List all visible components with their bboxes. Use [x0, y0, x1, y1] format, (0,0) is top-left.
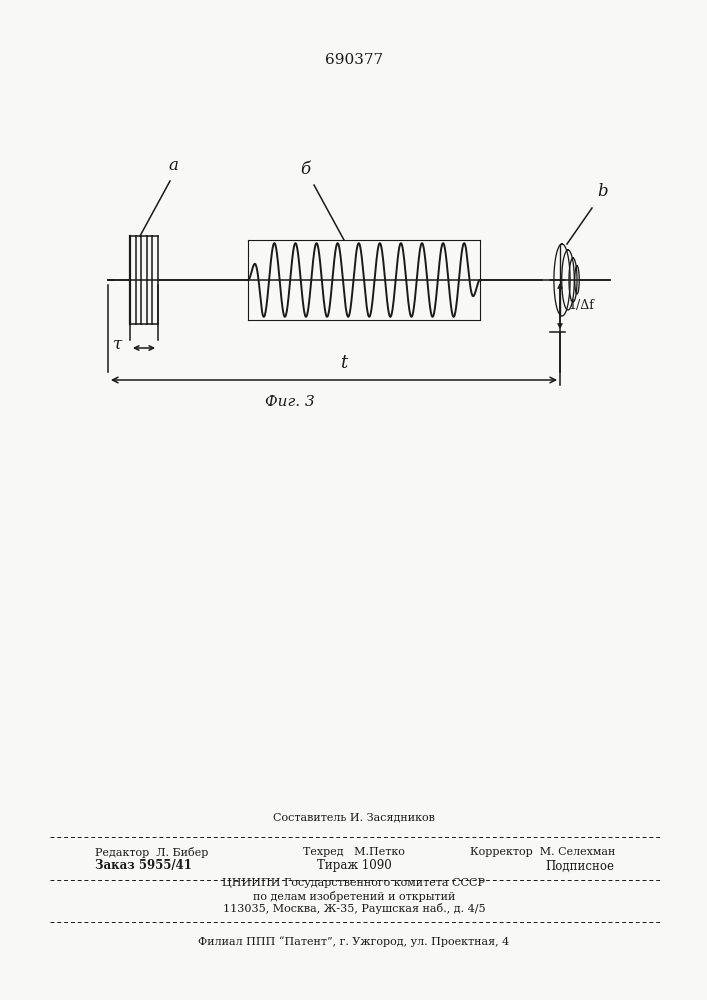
Text: ЦНИИПИ Государственного комитета СССР: ЦНИИПИ Государственного комитета СССР	[223, 878, 486, 888]
Text: 113035, Москва, Ж-35, Раушская наб., д. 4/5: 113035, Москва, Ж-35, Раушская наб., д. …	[223, 904, 485, 914]
Text: τ: τ	[112, 336, 122, 353]
Text: b: b	[597, 183, 607, 200]
Text: 690377: 690377	[325, 53, 383, 67]
Text: Составитель И. Засядников: Составитель И. Засядников	[273, 812, 435, 822]
Text: Корректор  М. Селехман: Корректор М. Селехман	[469, 847, 615, 857]
Text: Филиал ППП “Патент”, г. Ужгород, ул. Проектная, 4: Филиал ППП “Патент”, г. Ужгород, ул. Про…	[199, 937, 510, 947]
Text: t: t	[340, 354, 348, 372]
Text: Тираж 1090: Тираж 1090	[317, 859, 392, 872]
Text: Фиг. 3: Фиг. 3	[265, 395, 315, 409]
Text: Редактор  Л. Бибер: Редактор Л. Бибер	[95, 846, 209, 857]
Text: a: a	[168, 157, 178, 174]
Text: б: б	[300, 161, 310, 178]
Text: Заказ 5955/41: Заказ 5955/41	[95, 859, 192, 872]
Text: 1/Δf: 1/Δf	[568, 300, 594, 312]
Text: Техред   М.Петко: Техред М.Петко	[303, 847, 405, 857]
Text: по делам изобретений и открытий: по делам изобретений и открытий	[253, 890, 455, 902]
Text: Подписное: Подписное	[546, 859, 614, 872]
